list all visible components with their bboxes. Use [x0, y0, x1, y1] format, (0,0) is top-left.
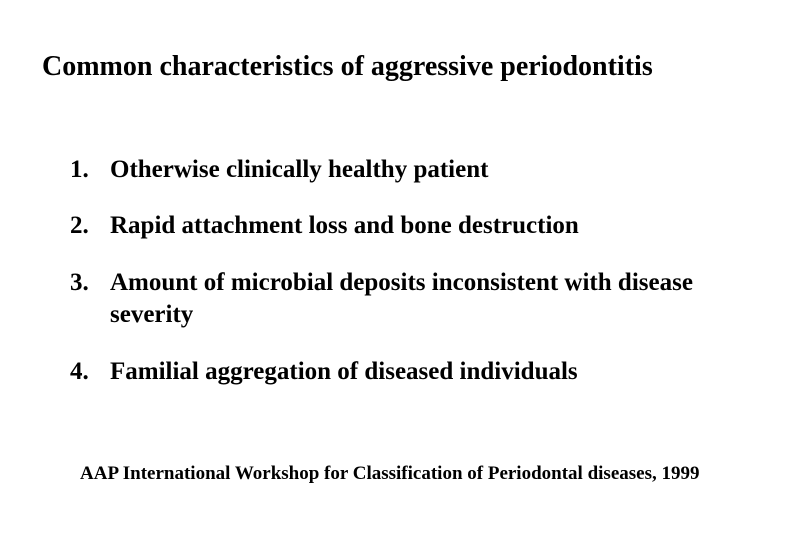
- list-text: Otherwise clinically healthy patient: [110, 154, 768, 187]
- list-number: 4.: [70, 356, 110, 389]
- list-item: 1. Otherwise clinically healthy patient: [70, 154, 768, 187]
- slide-title: Common characteristics of aggressive per…: [42, 50, 768, 84]
- list-text: Rapid attachment loss and bone destructi…: [110, 210, 768, 243]
- list-item: 4. Familial aggregation of diseased indi…: [70, 356, 768, 389]
- list-number: 1.: [70, 154, 110, 187]
- characteristics-list: 1. Otherwise clinically healthy patient …: [42, 154, 768, 389]
- list-number: 3.: [70, 267, 110, 332]
- list-text: Familial aggregation of diseased individ…: [110, 356, 768, 389]
- citation-text: AAP International Workshop for Classific…: [80, 463, 768, 485]
- list-item: 2. Rapid attachment loss and bone destru…: [70, 210, 768, 243]
- list-text: Amount of microbial deposits inconsisten…: [110, 267, 768, 332]
- list-item: 3. Amount of microbial deposits inconsis…: [70, 267, 768, 332]
- list-number: 2.: [70, 210, 110, 243]
